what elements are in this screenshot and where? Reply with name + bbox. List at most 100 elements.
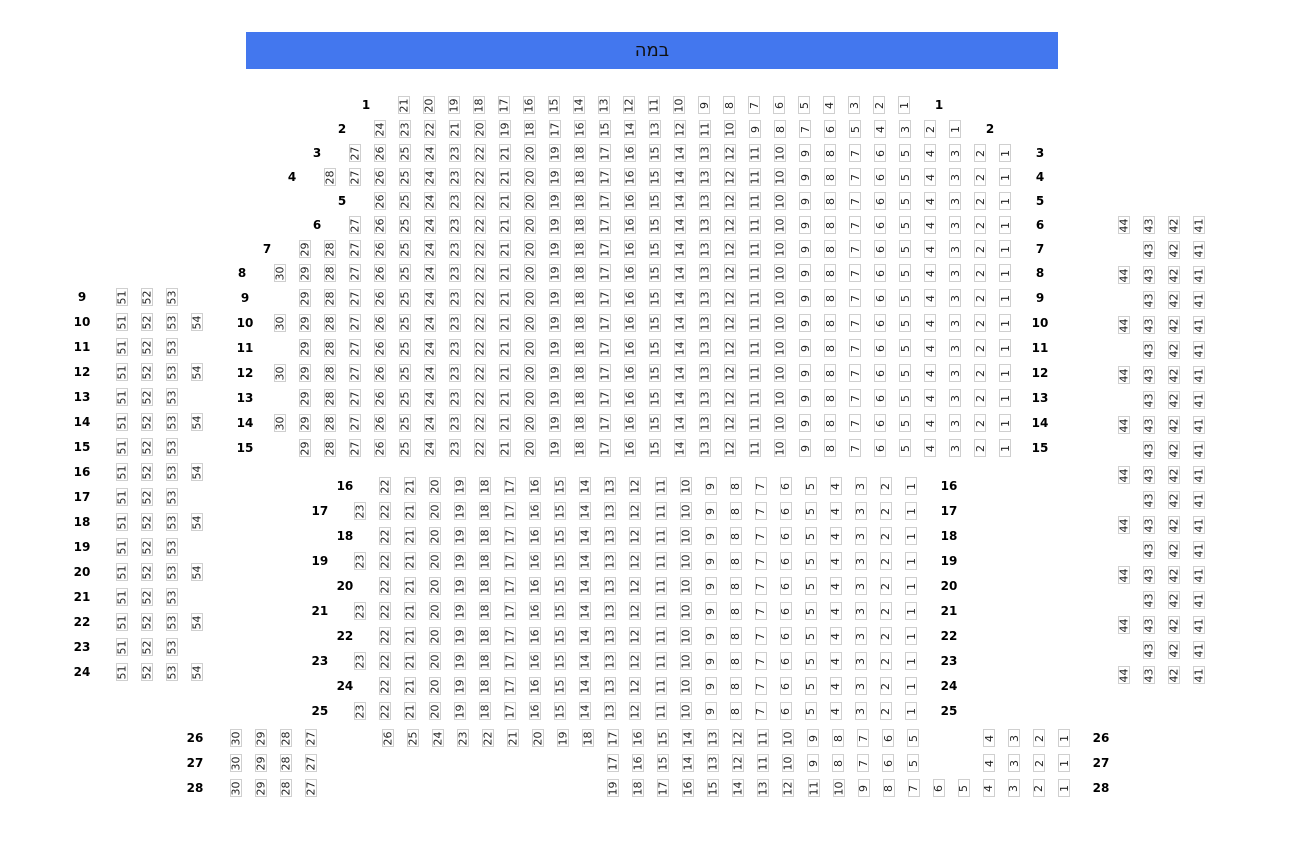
seat[interactable]: 30 <box>230 754 243 772</box>
seat[interactable]: 44 <box>1118 516 1131 534</box>
seat[interactable]: 28 <box>324 364 337 382</box>
seat[interactable]: 26 <box>374 216 387 234</box>
seat[interactable]: 8 <box>824 389 837 407</box>
seat[interactable]: 4 <box>924 364 937 382</box>
seat[interactable]: 14 <box>579 652 592 670</box>
seat[interactable]: 3 <box>949 364 962 382</box>
seat[interactable]: 1 <box>999 439 1012 457</box>
seat[interactable]: 13 <box>604 627 617 645</box>
seat[interactable]: 16 <box>529 627 542 645</box>
seat[interactable]: 4 <box>874 120 887 138</box>
seat[interactable]: 18 <box>574 240 587 258</box>
seat[interactable]: 23 <box>457 729 470 747</box>
seat[interactable]: 23 <box>399 120 412 138</box>
seat[interactable]: 6 <box>779 527 792 545</box>
seat[interactable]: 17 <box>498 96 511 114</box>
seat[interactable]: 15 <box>649 364 662 382</box>
seat[interactable]: 7 <box>857 729 870 747</box>
seat[interactable]: 26 <box>374 389 387 407</box>
seat[interactable]: 15 <box>599 120 612 138</box>
seat[interactable]: 9 <box>749 120 762 138</box>
seat[interactable]: 6 <box>874 216 887 234</box>
seat[interactable]: 15 <box>649 264 662 282</box>
seat[interactable]: 23 <box>449 439 462 457</box>
seat[interactable]: 14 <box>732 779 745 797</box>
seat[interactable]: 6 <box>779 502 792 520</box>
seat[interactable]: 54 <box>191 463 204 481</box>
seat[interactable]: 4 <box>829 577 842 595</box>
seat[interactable]: 41 <box>1193 416 1206 434</box>
seat[interactable]: 42 <box>1168 591 1181 609</box>
seat[interactable]: 17 <box>607 754 620 772</box>
seat[interactable]: 12 <box>724 389 737 407</box>
seat[interactable]: 25 <box>399 389 412 407</box>
seat[interactable]: 27 <box>349 339 362 357</box>
seat[interactable]: 51 <box>116 388 129 406</box>
seat[interactable]: 16 <box>624 216 637 234</box>
seat[interactable]: 41 <box>1193 616 1206 634</box>
seat[interactable]: 2 <box>974 144 987 162</box>
seat[interactable]: 17 <box>504 502 517 520</box>
seat[interactable]: 23 <box>353 552 366 570</box>
seat[interactable]: 17 <box>599 339 612 357</box>
seat[interactable]: 10 <box>679 552 692 570</box>
seat[interactable]: 11 <box>749 414 762 432</box>
seat[interactable]: 44 <box>1118 366 1131 384</box>
seat[interactable]: 22 <box>474 240 487 258</box>
seat[interactable]: 29 <box>255 729 268 747</box>
seat[interactable]: 14 <box>579 527 592 545</box>
seat[interactable]: 12 <box>724 414 737 432</box>
seat[interactable]: 28 <box>280 754 293 772</box>
seat[interactable]: 14 <box>573 96 586 114</box>
seat[interactable]: 4 <box>924 389 937 407</box>
seat[interactable]: 15 <box>707 779 720 797</box>
seat[interactable]: 8 <box>832 754 845 772</box>
seat[interactable]: 6 <box>932 779 945 797</box>
seat[interactable]: 11 <box>749 364 762 382</box>
seat[interactable]: 2 <box>879 477 892 495</box>
seat[interactable]: 30 <box>274 414 287 432</box>
seat[interactable]: 22 <box>474 192 487 210</box>
seat[interactable]: 8 <box>824 144 837 162</box>
seat[interactable]: 41 <box>1193 591 1206 609</box>
seat[interactable]: 7 <box>754 527 767 545</box>
seat[interactable]: 5 <box>804 702 817 720</box>
seat[interactable]: 7 <box>754 677 767 695</box>
seat[interactable]: 12 <box>724 216 737 234</box>
seat[interactable]: 13 <box>707 729 720 747</box>
seat[interactable]: 22 <box>378 477 391 495</box>
seat[interactable]: 22 <box>474 339 487 357</box>
seat[interactable]: 22 <box>474 264 487 282</box>
seat[interactable]: 2 <box>974 364 987 382</box>
seat[interactable]: 20 <box>474 120 487 138</box>
seat[interactable]: 21 <box>404 702 417 720</box>
seat[interactable]: 24 <box>424 414 437 432</box>
seat[interactable]: 20 <box>524 364 537 382</box>
seat[interactable]: 1 <box>949 120 962 138</box>
seat[interactable]: 2 <box>879 502 892 520</box>
seat[interactable]: 4 <box>924 289 937 307</box>
seat[interactable]: 3 <box>949 389 962 407</box>
seat[interactable]: 21 <box>398 96 411 114</box>
seat[interactable]: 11 <box>749 192 762 210</box>
seat[interactable]: 10 <box>774 314 787 332</box>
seat[interactable]: 25 <box>399 168 412 186</box>
seat[interactable]: 12 <box>724 240 737 258</box>
seat[interactable]: 17 <box>599 439 612 457</box>
seat[interactable]: 51 <box>116 438 129 456</box>
seat[interactable]: 11 <box>749 389 762 407</box>
seat[interactable]: 26 <box>374 364 387 382</box>
seat[interactable]: 16 <box>632 754 645 772</box>
seat[interactable]: 14 <box>579 477 592 495</box>
seat[interactable]: 53 <box>166 513 179 531</box>
seat[interactable]: 18 <box>574 168 587 186</box>
seat[interactable]: 14 <box>674 339 687 357</box>
seat[interactable]: 4 <box>829 477 842 495</box>
seat[interactable]: 17 <box>599 168 612 186</box>
seat[interactable]: 21 <box>507 729 520 747</box>
seat[interactable]: 12 <box>724 144 737 162</box>
seat[interactable]: 15 <box>649 144 662 162</box>
seat[interactable]: 15 <box>649 289 662 307</box>
seat[interactable]: 4 <box>829 552 842 570</box>
seat[interactable]: 16 <box>624 339 637 357</box>
